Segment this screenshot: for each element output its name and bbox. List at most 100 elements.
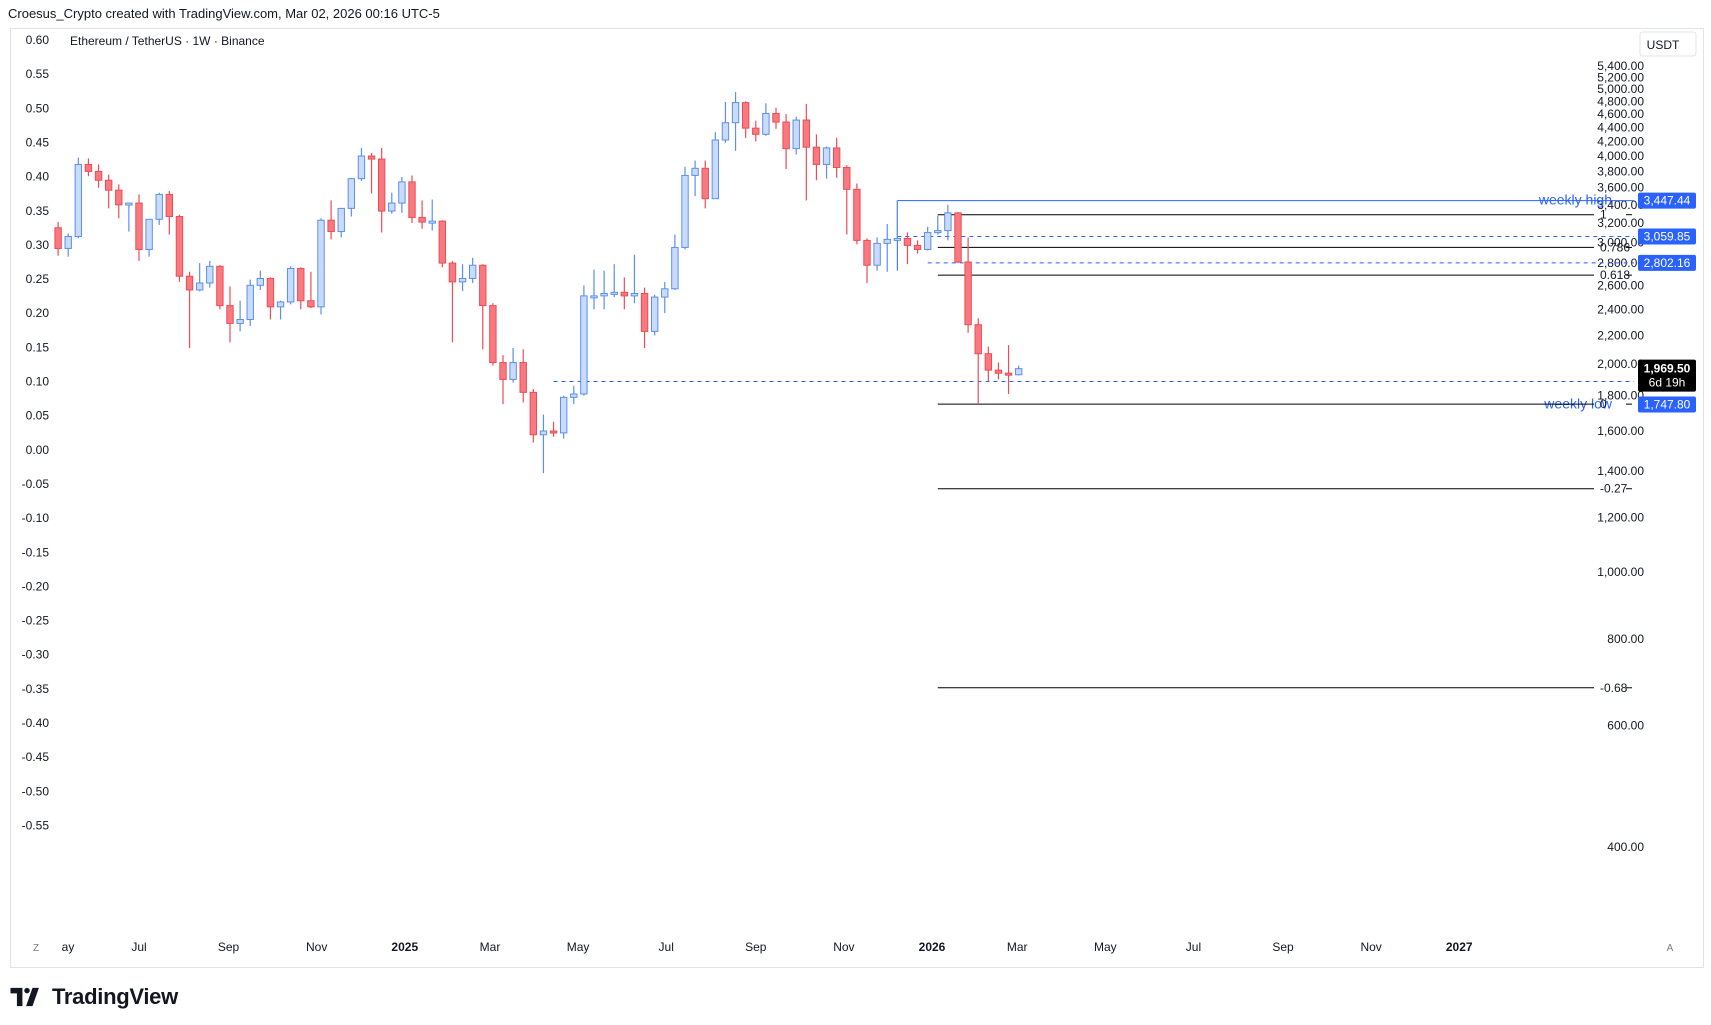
time-zone-button[interactable]: Z	[33, 943, 39, 954]
candle[interactable]	[802, 103, 811, 201]
candle[interactable]	[832, 137, 841, 178]
candle[interactable]	[549, 421, 558, 437]
candle[interactable]	[934, 215, 942, 235]
candle[interactable]	[570, 385, 578, 405]
candle[interactable]	[226, 286, 234, 343]
candle[interactable]	[509, 347, 517, 383]
candle[interactable]	[266, 277, 275, 320]
candle[interactable]	[458, 264, 467, 292]
candle[interactable]	[741, 101, 750, 138]
candle[interactable]	[256, 270, 265, 290]
candle[interactable]	[620, 277, 629, 310]
candle[interactable]	[489, 303, 497, 366]
candle[interactable]	[923, 226, 932, 251]
candle[interactable]	[913, 240, 922, 254]
candle[interactable]	[438, 220, 447, 268]
candle[interactable]	[782, 114, 790, 170]
candle[interactable]	[418, 200, 426, 229]
candle[interactable]	[64, 233, 72, 257]
candle[interactable]	[115, 184, 123, 219]
candle[interactable]	[195, 263, 204, 292]
candle[interactable]	[863, 238, 871, 284]
candle[interactable]	[893, 200, 902, 241]
candle[interactable]	[721, 101, 730, 143]
candle[interactable]	[165, 191, 174, 235]
candle[interactable]	[661, 281, 669, 314]
candle[interactable]	[640, 287, 649, 348]
candle[interactable]	[216, 265, 224, 310]
candle[interactable]	[559, 395, 568, 439]
candle[interactable]	[590, 269, 598, 310]
candle[interactable]	[145, 218, 153, 257]
currency-button[interactable]	[1639, 31, 1697, 57]
candle[interactable]	[539, 414, 548, 474]
candle[interactable]	[286, 266, 295, 305]
candle[interactable]	[347, 177, 356, 217]
candle[interactable]	[428, 199, 436, 231]
candle[interactable]	[175, 214, 184, 282]
candle[interactable]	[731, 92, 740, 151]
candle[interactable]	[276, 300, 285, 320]
candle[interactable]	[944, 204, 952, 241]
candle[interactable]	[84, 158, 93, 177]
candle[interactable]	[792, 116, 800, 155]
candle[interactable]	[317, 218, 325, 315]
tradingview-logo[interactable]: TradingView	[10, 984, 178, 1010]
candle[interactable]	[711, 132, 720, 200]
candle[interactable]	[246, 279, 254, 327]
candle[interactable]	[630, 254, 639, 304]
candle[interactable]	[74, 157, 83, 239]
candle[interactable]	[843, 165, 851, 235]
candle[interactable]	[367, 153, 376, 194]
candle[interactable]	[681, 166, 689, 250]
candle[interactable]	[125, 202, 133, 232]
candle[interactable]	[974, 318, 982, 405]
candle[interactable]	[206, 260, 214, 288]
candle[interactable]	[357, 147, 366, 182]
candle[interactable]	[964, 237, 972, 333]
candle[interactable]	[499, 355, 507, 405]
candle[interactable]	[307, 271, 315, 309]
candle[interactable]	[297, 267, 305, 310]
candle[interactable]	[610, 264, 618, 298]
candle[interactable]	[327, 200, 335, 240]
candle[interactable]	[954, 211, 962, 264]
candle[interactable]	[701, 160, 709, 209]
candle[interactable]	[650, 294, 659, 336]
candle[interactable]	[984, 346, 993, 382]
candle[interactable]	[155, 192, 163, 225]
candle[interactable]	[994, 362, 1003, 380]
candle[interactable]	[853, 183, 861, 245]
candle[interactable]	[94, 164, 103, 188]
candle[interactable]	[873, 237, 881, 271]
candle[interactable]	[388, 192, 396, 214]
candle[interactable]	[135, 194, 143, 261]
candle[interactable]	[580, 285, 588, 396]
candle[interactable]	[468, 257, 477, 284]
candle[interactable]	[1004, 345, 1013, 395]
candle[interactable]	[600, 270, 608, 310]
candle[interactable]	[1014, 365, 1023, 376]
candle[interactable]	[519, 349, 527, 403]
candle[interactable]	[752, 120, 760, 142]
candle[interactable]	[448, 260, 457, 343]
candle[interactable]	[377, 147, 386, 233]
candle[interactable]	[479, 264, 487, 350]
auto-scale-button[interactable]: A	[1667, 943, 1674, 954]
candle[interactable]	[54, 222, 62, 256]
candle[interactable]	[408, 175, 416, 224]
candle[interactable]	[337, 207, 345, 238]
candle[interactable]	[762, 103, 770, 136]
candle[interactable]	[185, 271, 194, 348]
candle[interactable]	[903, 232, 912, 265]
candle[interactable]	[772, 107, 780, 129]
candle[interactable]	[398, 177, 406, 213]
candle[interactable]	[691, 160, 699, 197]
candle[interactable]	[883, 223, 891, 272]
candle[interactable]	[822, 146, 831, 179]
candle[interactable]	[236, 300, 244, 332]
candle[interactable]	[812, 134, 821, 181]
candle[interactable]	[529, 389, 538, 443]
candle[interactable]	[104, 174, 113, 209]
